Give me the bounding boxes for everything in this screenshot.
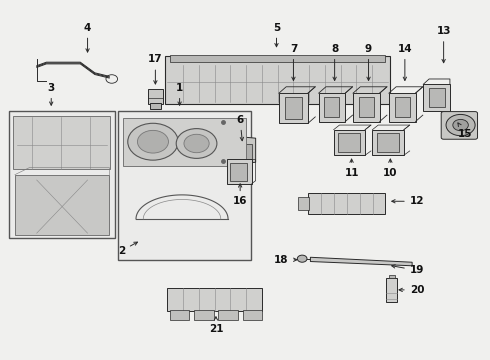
Bar [170,310,189,320]
Text: 21: 21 [209,317,223,334]
Bar [149,103,161,109]
Bar [243,310,262,320]
Bar [15,175,109,235]
Text: 7: 7 [290,44,297,80]
Bar [9,111,115,238]
Text: 20: 20 [399,285,424,295]
Bar [308,193,386,214]
Text: 13: 13 [437,26,451,63]
Bar [118,111,251,260]
Bar [394,98,410,117]
FancyBboxPatch shape [441,112,478,139]
Bar [334,130,365,155]
Bar [389,275,394,278]
Bar [219,310,238,320]
Bar [226,159,252,184]
Bar [377,133,399,152]
Bar [389,93,416,122]
Text: 6: 6 [237,115,244,141]
Bar [353,93,380,122]
Bar [13,116,110,169]
Bar [285,98,302,119]
Bar [279,93,308,123]
Text: 17: 17 [148,54,163,84]
Text: 15: 15 [458,123,473,139]
Circle shape [446,114,475,136]
Bar [339,133,360,152]
Text: 11: 11 [344,159,359,178]
Bar [387,278,397,302]
Bar [168,288,262,311]
Circle shape [453,120,468,131]
Text: 16: 16 [233,184,247,206]
Text: 2: 2 [118,242,138,256]
Bar [148,89,163,104]
Bar [429,88,444,107]
Text: 12: 12 [392,196,424,206]
Circle shape [176,129,217,158]
Bar [170,55,386,62]
Bar [372,130,404,155]
Bar [232,144,252,161]
Text: 9: 9 [365,44,372,80]
Circle shape [128,123,178,160]
Text: 18: 18 [274,255,297,265]
Circle shape [297,255,307,262]
Text: 1: 1 [176,83,183,105]
Bar [318,93,345,122]
Polygon shape [229,137,256,164]
Bar [298,197,309,210]
Text: 5: 5 [273,23,280,47]
Bar [230,163,247,181]
Text: 3: 3 [48,83,55,105]
Bar [194,310,214,320]
Text: 19: 19 [392,265,424,275]
Text: 10: 10 [383,159,397,178]
Bar [123,118,246,166]
Bar [423,84,450,111]
Text: 14: 14 [397,44,412,80]
Text: 8: 8 [331,44,338,80]
Bar [165,56,391,104]
Bar [359,98,374,117]
Bar [324,98,340,117]
Polygon shape [310,257,412,266]
Text: 4: 4 [84,23,91,52]
Circle shape [184,134,209,153]
Circle shape [138,130,169,153]
